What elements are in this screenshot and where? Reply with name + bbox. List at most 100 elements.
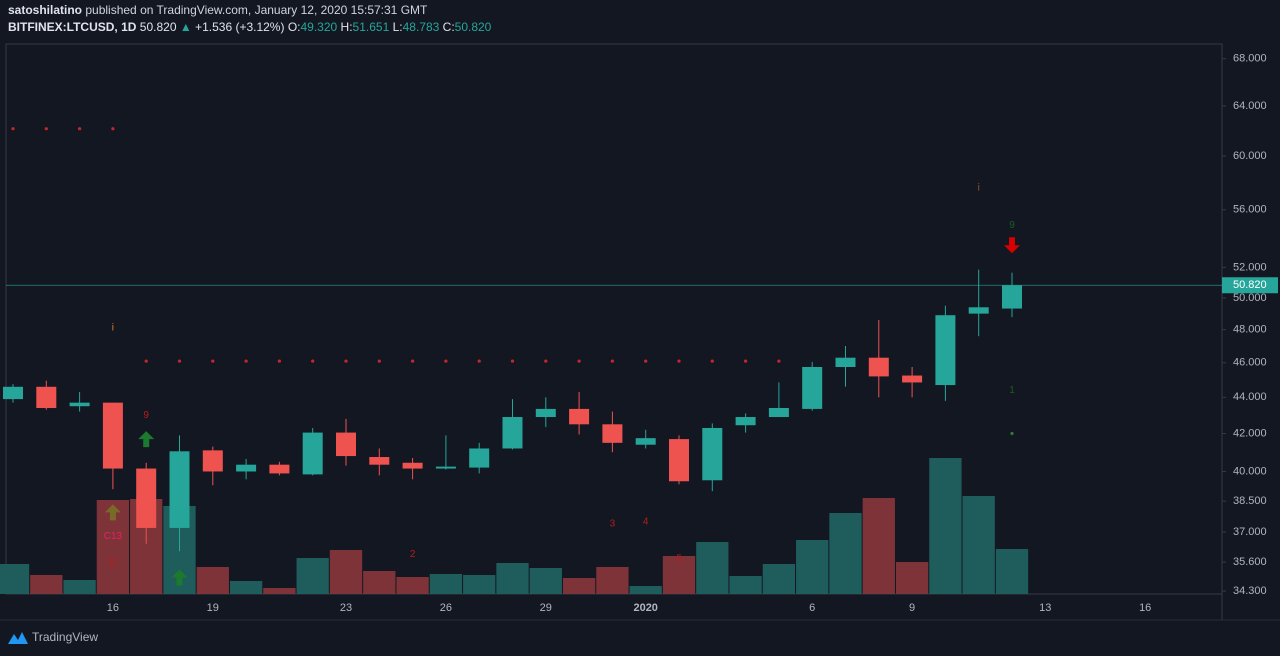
y-tick-label: 44.000: [1233, 391, 1267, 403]
candle-body: [535, 408, 556, 418]
x-tick-label: 29: [540, 602, 552, 614]
volume-bar: [196, 567, 229, 594]
volume-bar: [562, 578, 596, 594]
published: published on TradingView.com, January 12…: [85, 3, 428, 17]
high-label: H:: [341, 20, 353, 34]
stop-dot: [411, 359, 415, 363]
annotation: 2: [410, 549, 416, 560]
stop-dot: [744, 359, 748, 363]
x-tick-label: 13: [1039, 602, 1051, 614]
candle-body: [735, 417, 756, 426]
annotation: 9: [143, 410, 149, 421]
logo-icon: [8, 632, 28, 644]
volume-bar: [829, 513, 862, 594]
candle-body: [369, 457, 390, 465]
volume-bar: [529, 568, 562, 594]
candle-body: [36, 386, 57, 409]
candle-body: [1002, 285, 1022, 309]
volume-bar: [263, 588, 296, 594]
y-tick-label: 64.000: [1233, 100, 1267, 112]
x-tick-label: 2020: [633, 602, 657, 614]
candle-body: [669, 439, 689, 482]
change: +1.536 (+3.12%): [195, 20, 284, 34]
y-tick-label: 35.600: [1233, 556, 1267, 568]
volume-bar: [962, 496, 995, 594]
y-tick-label: 56.000: [1233, 204, 1267, 216]
signal-arrow: [1004, 237, 1020, 254]
open: 49.320: [301, 20, 338, 34]
y-tick-label: 50.000: [1233, 292, 1267, 304]
x-tick-label: 6: [809, 602, 815, 614]
stop-dot: [211, 359, 215, 363]
y-tick-label: 34.300: [1233, 585, 1267, 597]
tradingview-logo: [8, 632, 28, 644]
annotation: 5: [676, 553, 682, 564]
candle-body: [169, 451, 190, 528]
volume-bar: [862, 498, 895, 594]
volume-bar: [496, 563, 529, 594]
candle-body: [802, 366, 823, 409]
close: 50.820: [455, 20, 492, 34]
stop-dot: [577, 359, 581, 363]
volume-bar: [596, 567, 629, 594]
candle-body: [868, 357, 889, 377]
candle-body: [435, 466, 456, 469]
brand: TradingView: [32, 630, 98, 644]
volume-bar: [429, 574, 463, 594]
close-label: C:: [443, 20, 455, 34]
stop-dot: [477, 359, 481, 363]
candle-body: [768, 408, 789, 418]
arrow: ▲: [180, 20, 192, 34]
volume-bar: [63, 580, 96, 594]
x-tick-label: 9: [909, 602, 915, 614]
annotation: 11: [108, 557, 119, 568]
volume-bar: [729, 576, 762, 594]
signal-arrow: [171, 569, 188, 586]
stop-dot: [544, 359, 548, 363]
y-tick-label: 38.500: [1233, 495, 1267, 507]
volume-bar: [30, 575, 63, 594]
y-tick-label: 42.000: [1233, 427, 1267, 439]
annotation: 9: [1009, 220, 1015, 231]
stop-dot: [244, 359, 248, 363]
candle-body: [69, 402, 90, 407]
candle-body: [502, 417, 523, 449]
candle-body: [236, 464, 257, 472]
stop-dot: [677, 359, 681, 363]
y-tick-label: 37.000: [1233, 526, 1267, 538]
x-tick-label: 16: [107, 602, 119, 614]
low-label: L:: [393, 20, 403, 34]
author: satoshilatino: [8, 3, 82, 17]
volume-bar: [895, 562, 929, 594]
stop-dot: [710, 359, 714, 363]
x-tick-label: 23: [340, 602, 352, 614]
stop-dot: [1010, 431, 1014, 436]
stop-dot: [144, 359, 148, 363]
candle-body: [136, 468, 157, 528]
symbol-line: BITFINEX:LTCUSD, 1D 50.820 ▲ +1.536 (+3.…: [8, 20, 492, 34]
candle-body: [968, 307, 989, 314]
y-tick-label: 52.000: [1233, 261, 1267, 273]
stop-dot: [377, 359, 381, 363]
stop-dot: [111, 127, 115, 131]
publish-line: satoshilatino published on TradingView.c…: [8, 3, 428, 17]
candle-body: [402, 462, 423, 469]
stop-dot: [44, 127, 48, 131]
annotation: i: [978, 182, 980, 193]
candle-body: [602, 424, 623, 443]
y-tick-label: 48.000: [1233, 324, 1267, 336]
stop-dot: [11, 127, 15, 131]
annotation: C13: [104, 531, 123, 542]
symbol: BITFINEX:LTCUSD, 1D: [8, 20, 137, 34]
stop-dot: [644, 359, 648, 363]
candle-body: [835, 357, 856, 367]
y-tick-label: 68.000: [1233, 53, 1267, 65]
stop-dot: [510, 359, 515, 363]
volume-bar: [396, 577, 429, 594]
signal-arrow: [138, 431, 155, 448]
y-tick-label: 60.000: [1233, 150, 1267, 162]
stop-dot: [777, 359, 781, 363]
